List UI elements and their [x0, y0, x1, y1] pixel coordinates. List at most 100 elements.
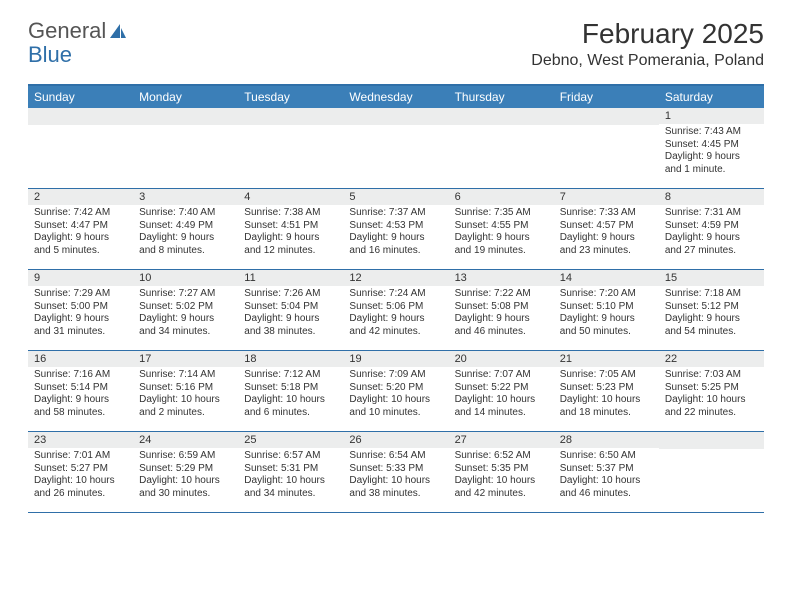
day-details: Sunrise: 7:03 AMSunset: 5:25 PMDaylight:…: [659, 367, 764, 423]
week-row: 1Sunrise: 7:43 AMSunset: 4:45 PMDaylight…: [28, 108, 764, 189]
day-sr: Sunrise: 7:12 AM: [244, 369, 337, 382]
day-cell: 1Sunrise: 7:43 AMSunset: 4:45 PMDaylight…: [659, 108, 764, 188]
day-d2: and 1 minute.: [665, 164, 758, 177]
day-ss: Sunset: 5:02 PM: [139, 301, 232, 314]
day-number: [133, 108, 238, 125]
day-ss: Sunset: 4:51 PM: [244, 220, 337, 233]
day-number: 5: [343, 189, 448, 205]
day-number: 26: [343, 432, 448, 448]
day-number: [659, 432, 764, 449]
day-d1: Daylight: 9 hours: [455, 313, 548, 326]
day-number: 10: [133, 270, 238, 286]
day-number: 20: [449, 351, 554, 367]
day-sr: Sunrise: 7:18 AM: [665, 288, 758, 301]
day-d2: and 31 minutes.: [34, 326, 127, 339]
day-d1: Daylight: 9 hours: [244, 232, 337, 245]
calendar: Sunday Monday Tuesday Wednesday Thursday…: [28, 84, 764, 513]
day-cell: 11Sunrise: 7:26 AMSunset: 5:04 PMDayligh…: [238, 270, 343, 350]
day-ss: Sunset: 5:31 PM: [244, 463, 337, 476]
dow-row: Sunday Monday Tuesday Wednesday Thursday…: [28, 86, 764, 108]
day-details: Sunrise: 6:52 AMSunset: 5:35 PMDaylight:…: [449, 448, 554, 504]
dow-thursday: Thursday: [449, 86, 554, 108]
day-ss: Sunset: 5:27 PM: [34, 463, 127, 476]
day-cell: 21Sunrise: 7:05 AMSunset: 5:23 PMDayligh…: [554, 351, 659, 431]
day-cell: 20Sunrise: 7:07 AMSunset: 5:22 PMDayligh…: [449, 351, 554, 431]
day-sr: Sunrise: 7:26 AM: [244, 288, 337, 301]
day-d2: and 58 minutes.: [34, 407, 127, 420]
day-number: 24: [133, 432, 238, 448]
day-details: Sunrise: 7:22 AMSunset: 5:08 PMDaylight:…: [449, 286, 554, 342]
day-ss: Sunset: 5:10 PM: [560, 301, 653, 314]
day-cell: 24Sunrise: 6:59 AMSunset: 5:29 PMDayligh…: [133, 432, 238, 512]
day-number: [28, 108, 133, 125]
dow-saturday: Saturday: [659, 86, 764, 108]
day-ss: Sunset: 5:37 PM: [560, 463, 653, 476]
dow-sunday: Sunday: [28, 86, 133, 108]
dow-monday: Monday: [133, 86, 238, 108]
day-number: 25: [238, 432, 343, 448]
day-d1: Daylight: 10 hours: [139, 394, 232, 407]
day-details: Sunrise: 7:24 AMSunset: 5:06 PMDaylight:…: [343, 286, 448, 342]
day-d2: and 46 minutes.: [560, 488, 653, 501]
day-cell: 16Sunrise: 7:16 AMSunset: 5:14 PMDayligh…: [28, 351, 133, 431]
day-cell: 25Sunrise: 6:57 AMSunset: 5:31 PMDayligh…: [238, 432, 343, 512]
day-ss: Sunset: 5:33 PM: [349, 463, 442, 476]
day-ss: Sunset: 5:23 PM: [560, 382, 653, 395]
day-d1: Daylight: 9 hours: [139, 313, 232, 326]
day-ss: Sunset: 4:59 PM: [665, 220, 758, 233]
day-d1: Daylight: 9 hours: [349, 313, 442, 326]
day-sr: Sunrise: 7:07 AM: [455, 369, 548, 382]
day-details: Sunrise: 7:20 AMSunset: 5:10 PMDaylight:…: [554, 286, 659, 342]
day-sr: Sunrise: 6:54 AM: [349, 450, 442, 463]
day-d1: Daylight: 9 hours: [560, 232, 653, 245]
dow-wednesday: Wednesday: [343, 86, 448, 108]
day-number: 1: [659, 108, 764, 124]
day-d2: and 54 minutes.: [665, 326, 758, 339]
day-details: Sunrise: 7:38 AMSunset: 4:51 PMDaylight:…: [238, 205, 343, 261]
day-d1: Daylight: 9 hours: [349, 232, 442, 245]
day-d1: Daylight: 9 hours: [455, 232, 548, 245]
day-details: Sunrise: 6:59 AMSunset: 5:29 PMDaylight:…: [133, 448, 238, 504]
day-cell: 5Sunrise: 7:37 AMSunset: 4:53 PMDaylight…: [343, 189, 448, 269]
day-ss: Sunset: 5:04 PM: [244, 301, 337, 314]
week-row: 16Sunrise: 7:16 AMSunset: 5:14 PMDayligh…: [28, 351, 764, 432]
day-number: 17: [133, 351, 238, 367]
day-details: Sunrise: 7:33 AMSunset: 4:57 PMDaylight:…: [554, 205, 659, 261]
day-ss: Sunset: 4:47 PM: [34, 220, 127, 233]
day-cell: 18Sunrise: 7:12 AMSunset: 5:18 PMDayligh…: [238, 351, 343, 431]
dow-friday: Friday: [554, 86, 659, 108]
day-number: 23: [28, 432, 133, 448]
day-number: 21: [554, 351, 659, 367]
day-d1: Daylight: 10 hours: [455, 475, 548, 488]
day-number: 22: [659, 351, 764, 367]
day-d1: Daylight: 10 hours: [244, 394, 337, 407]
day-details: Sunrise: 7:31 AMSunset: 4:59 PMDaylight:…: [659, 205, 764, 261]
day-sr: Sunrise: 7:27 AM: [139, 288, 232, 301]
day-number: 6: [449, 189, 554, 205]
day-number: 15: [659, 270, 764, 286]
day-number: 14: [554, 270, 659, 286]
month-title: February 2025: [531, 18, 764, 50]
day-sr: Sunrise: 7:14 AM: [139, 369, 232, 382]
day-sr: Sunrise: 7:35 AM: [455, 207, 548, 220]
day-cell: 2Sunrise: 7:42 AMSunset: 4:47 PMDaylight…: [28, 189, 133, 269]
day-d2: and 27 minutes.: [665, 245, 758, 258]
day-number: 4: [238, 189, 343, 205]
day-ss: Sunset: 5:06 PM: [349, 301, 442, 314]
day-sr: Sunrise: 6:59 AM: [139, 450, 232, 463]
day-cell: 3Sunrise: 7:40 AMSunset: 4:49 PMDaylight…: [133, 189, 238, 269]
day-number: 18: [238, 351, 343, 367]
day-number: 7: [554, 189, 659, 205]
day-details: Sunrise: 7:27 AMSunset: 5:02 PMDaylight:…: [133, 286, 238, 342]
day-sr: Sunrise: 7:09 AM: [349, 369, 442, 382]
day-d1: Daylight: 10 hours: [244, 475, 337, 488]
day-details: Sunrise: 7:14 AMSunset: 5:16 PMDaylight:…: [133, 367, 238, 423]
day-details: Sunrise: 7:29 AMSunset: 5:00 PMDaylight:…: [28, 286, 133, 342]
day-d1: Daylight: 10 hours: [665, 394, 758, 407]
day-details: Sunrise: 7:18 AMSunset: 5:12 PMDaylight:…: [659, 286, 764, 342]
day-d1: Daylight: 9 hours: [665, 151, 758, 164]
day-d1: Daylight: 9 hours: [139, 232, 232, 245]
day-d2: and 2 minutes.: [139, 407, 232, 420]
day-cell: [449, 108, 554, 188]
day-sr: Sunrise: 7:05 AM: [560, 369, 653, 382]
